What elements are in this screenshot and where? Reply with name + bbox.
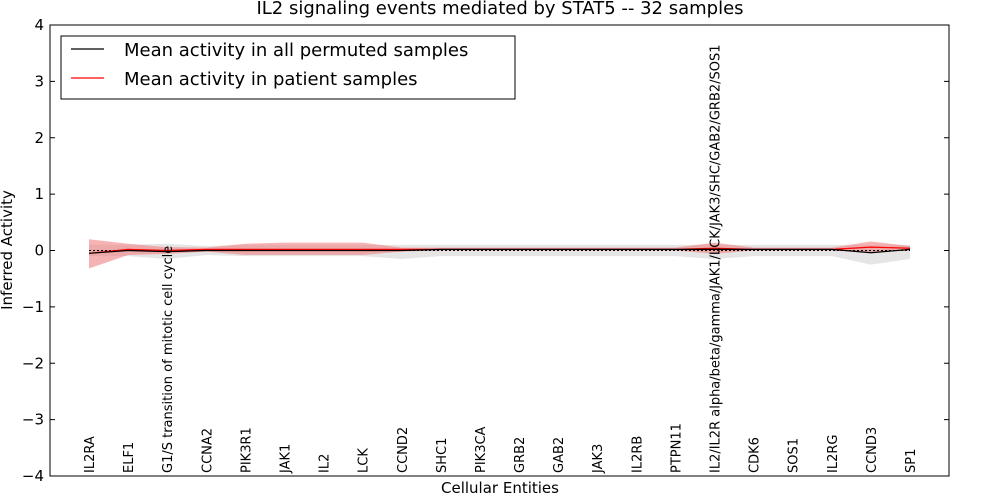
x-entity-label: CDK6 [748, 437, 763, 473]
x-axis-label: Cellular Entities [441, 479, 559, 497]
lines-layer [88, 246, 911, 254]
x-entity-label: JAK1 [278, 444, 293, 474]
x-entity-label: SHC1 [435, 438, 450, 473]
legend-box [60, 35, 516, 100]
chart-title: IL2 signaling events mediated by STAT5 -… [256, 0, 743, 19]
legend: Mean activity in all permuted samples Me… [60, 35, 516, 100]
y-tick-label: 0 [34, 242, 44, 260]
y-tick-label: 4 [34, 16, 44, 34]
x-axis-entity-labels: IL2RA ELF1 G1/S transition of mitotic cell… [83, 44, 919, 474]
x-entity-label: SP1 [904, 449, 919, 473]
x-entity-label: G1/S transition of mitotic cell cycle [161, 246, 176, 473]
x-entity-label: LCK [357, 448, 372, 473]
x-entity-label: PTPN11 [669, 423, 684, 473]
y-tick-label: 2 [34, 129, 44, 147]
y-tick-label: −1 [22, 298, 44, 316]
y-tick-label: 3 [34, 72, 44, 90]
band-permuted [89, 243, 910, 265]
bands-layer [89, 239, 910, 269]
y-tick-label: 1 [34, 185, 44, 203]
y-tick-label: −3 [22, 411, 44, 429]
y-axis-label: Inferred Activity [0, 190, 16, 310]
x-entity-label: IL2RG [826, 435, 841, 473]
x-entity-label: GAB2 [552, 437, 567, 473]
legend-label-patient: Mean activity in patient samples [124, 69, 418, 90]
x-entity-label: IL2RB [630, 436, 645, 473]
x-entity-label: ELF1 [122, 442, 137, 473]
x-entity-label: IL2 [318, 454, 333, 473]
line-permuted [88, 248, 911, 254]
x-entity-label: CCND3 [865, 427, 880, 473]
x-entity-label: PIK3CA [474, 426, 489, 473]
x-entity-label: CCNA2 [200, 428, 215, 473]
x-entity-label: CCND2 [396, 427, 411, 473]
x-entity-label: SOS1 [787, 438, 802, 473]
band-patient [89, 239, 910, 269]
y-tick-label: −4 [22, 467, 44, 485]
x-entity-label: IL2/IL2R alpha/beta/gamma/JAK1/LCK/JAK3/… [709, 44, 724, 473]
x-entity-label: JAK3 [591, 444, 606, 474]
y-axis: −4 −3 −2 −1 0 1 2 3 4 [22, 16, 949, 485]
y-tick-label: −2 [22, 354, 44, 372]
x-entity-label: GRB2 [513, 437, 528, 473]
x-entity-label: IL2RA [83, 436, 98, 473]
x-entity-label: PIK3R1 [239, 427, 254, 473]
legend-label-permuted: Mean activity in all permuted samples [124, 40, 468, 61]
